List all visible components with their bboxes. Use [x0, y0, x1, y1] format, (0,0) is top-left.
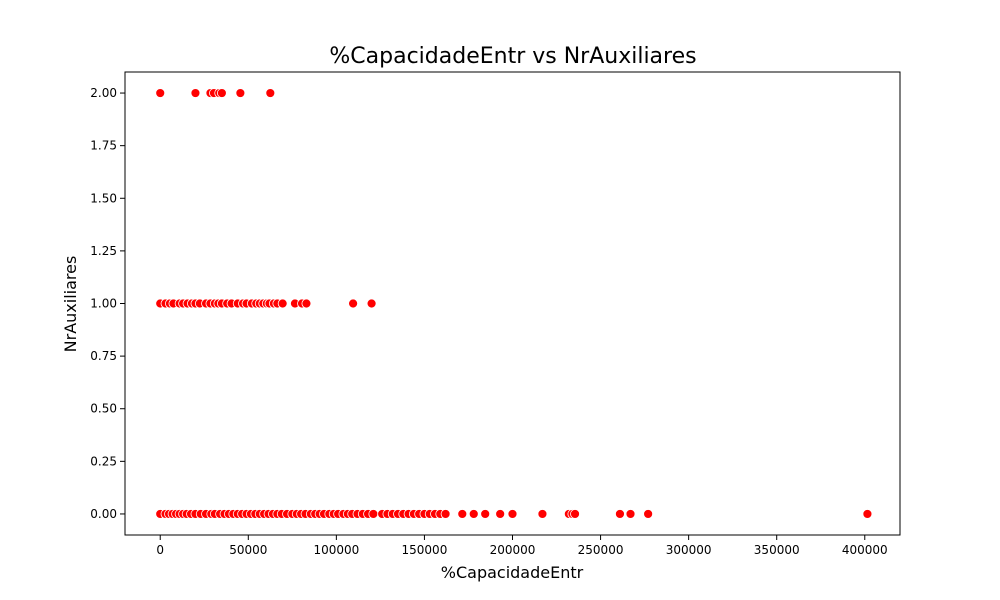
data-point: [537, 509, 548, 519]
x-tick-label: 400000: [842, 543, 888, 557]
data-point: [348, 298, 358, 309]
data-point: [301, 298, 312, 309]
data-point: [366, 298, 377, 309]
data-point: [190, 88, 201, 98]
y-tick-label: 1.50: [90, 191, 117, 205]
x-axis-label: %CapacidadeEntr: [441, 563, 584, 582]
y-tick-label: 1.25: [90, 244, 117, 258]
data-point: [570, 509, 580, 519]
x-tick-label: 150000: [402, 543, 448, 557]
x-tick-label: 350000: [754, 543, 800, 557]
data-point: [507, 509, 518, 519]
y-tick-label: 1.00: [90, 297, 117, 311]
x-tick-label: 300000: [666, 543, 712, 557]
data-point: [615, 509, 625, 519]
y-tick-label: 0.25: [90, 454, 117, 468]
y-axis-label: NrAuxiliares: [61, 256, 80, 353]
y-tick-label: 0.00: [90, 507, 117, 521]
data-point: [155, 88, 166, 98]
data-point: [368, 509, 379, 519]
data-point: [480, 509, 491, 519]
data-points: [155, 88, 873, 519]
x-tick-label: 250000: [578, 543, 624, 557]
x-tick-label: 50000: [229, 543, 267, 557]
y-axis: 0.00 0.25 0.50 0.75 1.00 1.25 1.50 1.75 2.00: [90, 86, 125, 521]
data-point: [862, 509, 873, 519]
chart-title: %CapacidadeEntr vs NrAuxiliares: [329, 44, 696, 69]
data-point: [235, 88, 246, 98]
data-point: [468, 509, 479, 519]
data-point: [643, 509, 654, 519]
y-tick-label: 0.50: [90, 402, 117, 416]
x-tick-label: 200000: [490, 543, 536, 557]
data-point: [625, 509, 636, 519]
data-point: [440, 509, 451, 519]
x-tick-label: 100000: [313, 543, 359, 557]
data-point: [277, 298, 288, 309]
data-point: [495, 509, 506, 519]
y-tick-label: 1.75: [90, 139, 117, 153]
data-point: [216, 88, 227, 98]
x-axis: 0 50000 100000 150000 200000 250000 300000 3500…: [156, 535, 888, 557]
x-tick-label: 0: [156, 543, 164, 557]
y-tick-label: 0.75: [90, 349, 117, 363]
data-point: [457, 509, 468, 519]
data-point: [265, 88, 276, 98]
y-tick-label: 2.00: [90, 86, 117, 100]
